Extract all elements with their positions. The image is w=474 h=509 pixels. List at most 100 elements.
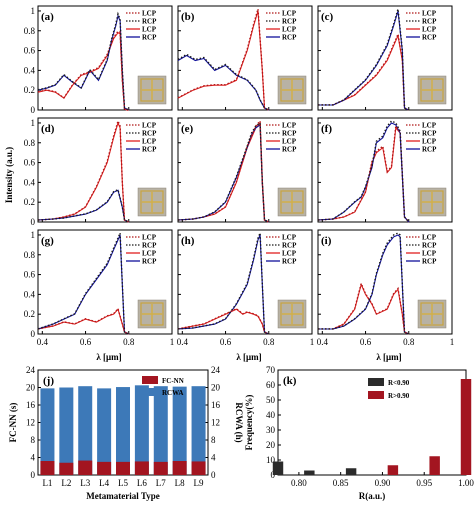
y-tick-label: 8 (31, 435, 36, 445)
x-tick-label: 0.6 (360, 337, 372, 347)
legend-label: RCP (422, 258, 437, 266)
plot-frame (317, 117, 453, 223)
metamaterial-inset-image (277, 299, 307, 329)
x-axis-label: λ [μm] (96, 352, 121, 362)
rcwa-bar (40, 388, 55, 475)
metamaterial-inset-image (277, 187, 307, 217)
rcp-simulated-line (177, 234, 270, 335)
x-tick-label: L5 (118, 478, 128, 488)
legend-label: LCP (142, 10, 157, 18)
legend-label: LCP (142, 250, 157, 258)
y-axis-label: FC-NN (s) (8, 403, 18, 443)
legend-swatch (142, 388, 158, 396)
inset-pattern-frame (420, 190, 444, 214)
y-tick-label: 1 (31, 230, 36, 240)
y-tick-label: 30 (266, 425, 276, 435)
y-tick-label: 50 (266, 395, 276, 405)
x-tick-label: L3 (80, 478, 90, 488)
legend-label: RCP (422, 242, 437, 250)
rcp-predicted-line (318, 8, 410, 111)
x-tick-label: L2 (61, 478, 71, 488)
y-tick-label: 60 (266, 380, 276, 390)
x-tick-label: 0.6 (220, 337, 232, 347)
fcnn-bar (40, 461, 55, 475)
y-tick-label: 24 (26, 365, 36, 375)
x-tick-label: 0.8 (403, 337, 415, 347)
histogram-bar-high (429, 456, 440, 475)
rcp-predicted-line (318, 232, 410, 335)
inset-pattern-frame (420, 78, 444, 102)
panel-label: (k) (283, 375, 297, 387)
y-tick-label: 4 (31, 453, 36, 463)
inset-pattern-frame (280, 190, 304, 214)
histogram-bar-low (272, 461, 284, 475)
y-tick-label: 0.6 (24, 270, 36, 280)
legend-label: LCP (282, 138, 297, 146)
rcp-predicted-line (177, 232, 270, 335)
x-axis-label: λ [μm] (236, 352, 261, 362)
legend-label: LCP (422, 234, 437, 242)
legend-label: LCP (422, 26, 437, 34)
panel-label: (b) (181, 11, 195, 23)
lcp-predicted-line (37, 118, 130, 223)
legend-label: LCP (142, 138, 157, 146)
panel-label: (c) (321, 11, 334, 23)
legend-label: RCP (142, 18, 157, 26)
metamaterial-inset-image (137, 75, 167, 105)
y-tick-label: 12 (26, 418, 35, 428)
rcwa-bar (134, 385, 149, 475)
metamaterial-inset-image (417, 75, 447, 105)
x-tick-label: 1.00 (458, 478, 474, 488)
legend-label: LCP (282, 122, 297, 130)
inset-pattern-frame (280, 302, 304, 326)
metamaterial-inset-image (417, 187, 447, 217)
legend-label: RCP (282, 130, 297, 138)
legend-label: RCP (142, 258, 157, 266)
y-tick-label: 0.4 (24, 65, 36, 75)
legend-swatch (142, 376, 158, 384)
x-tick-label: 1 (450, 337, 455, 347)
legend-label: LCP (142, 122, 157, 130)
panel-label: (f) (321, 123, 332, 135)
fcnn-bar (134, 461, 149, 475)
y-tick-label-right: 24 (211, 365, 221, 375)
legend-swatch (368, 391, 384, 399)
lcp-predicted-line (177, 8, 270, 111)
inset-pattern-frame (140, 302, 164, 326)
y-tick-label: 0.2 (24, 85, 35, 95)
x-tick-label: L9 (194, 478, 204, 488)
y-tick-label: 20 (266, 440, 276, 450)
metamaterial-inset-image (137, 299, 167, 329)
panel-label: (a) (41, 11, 54, 23)
y-tick-label: 1 (31, 118, 36, 128)
x-tick-label: 0.4 (177, 337, 189, 347)
legend-label: RCP (422, 130, 437, 138)
y-tick-label: 0 (31, 105, 36, 115)
y-tick-label-right: 12 (211, 418, 220, 428)
y-tick-label-right: 20 (211, 383, 221, 393)
legend-label: LCP (142, 26, 157, 34)
y-tick-label-right: 16 (211, 400, 221, 410)
x-tick-label: 1 (170, 337, 175, 347)
legend-swatch (368, 378, 384, 386)
legend-label: R>0.90 (388, 392, 410, 400)
legend-label: RCP (282, 242, 297, 250)
legend-label: RCP (142, 130, 157, 138)
histogram-bar-high (387, 465, 399, 475)
panel-label: (h) (181, 235, 195, 247)
x-tick-label: 0.4 (317, 337, 329, 347)
legend-label: RCP (282, 258, 297, 266)
lcp-simulated-line (318, 282, 410, 335)
rcwa-bar (172, 386, 187, 475)
histogram-bar-low (304, 470, 315, 475)
rcp-predicted-line (317, 120, 410, 223)
legend-label: RCP (282, 34, 297, 42)
inset-pattern-frame (140, 190, 164, 214)
fcnn-bar (116, 461, 130, 475)
x-tick-label: L7 (156, 478, 166, 488)
y-tick-label: 0.8 (24, 250, 36, 260)
